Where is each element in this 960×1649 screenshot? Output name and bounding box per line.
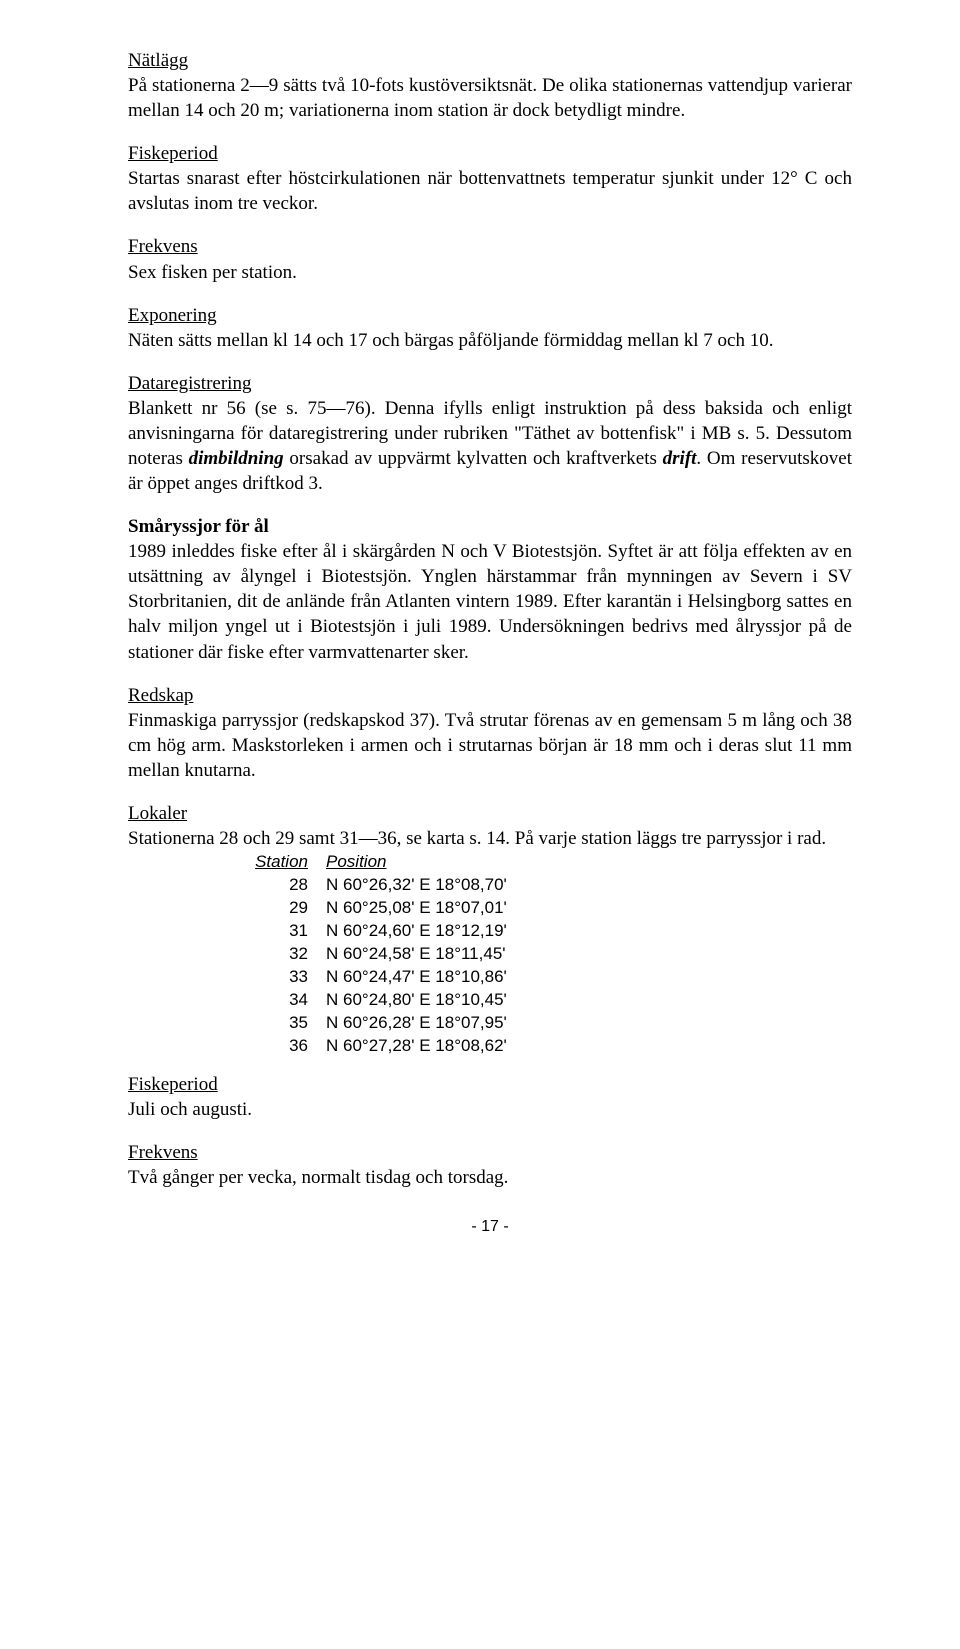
cell-station: 35: [218, 1012, 326, 1035]
section-frekvens-2: Frekvens Två gånger per vecka, normalt t…: [128, 1140, 852, 1190]
cell-station: 33: [218, 966, 326, 989]
body-smaryssjor: 1989 inleddes fiske efter ål i skärgårde…: [128, 541, 852, 662]
heading-lokaler: Lokaler: [128, 803, 187, 824]
body-frekvens-1: Sex fisken per station.: [128, 262, 297, 283]
cell-station: 28: [218, 874, 326, 897]
section-natlagg: Nätlägg På stationerna 2—9 sätts två 10-…: [128, 48, 852, 123]
cell-station: 29: [218, 897, 326, 920]
heading-frekvens-2: Frekvens: [128, 1142, 198, 1163]
section-exponering: Exponering Näten sätts mellan kl 14 och …: [128, 303, 852, 353]
cell-position: N 60°27,28' E 18°08,62': [326, 1035, 576, 1058]
body-dataregistrering-2: orsakad av uppvärmt kylvatten och kraftv…: [284, 448, 663, 469]
section-fiskeperiod-1: Fiskeperiod Startas snarast efter höstci…: [128, 141, 852, 216]
table-header-row: Station Position: [218, 851, 852, 874]
section-lokaler: Lokaler Stationerna 28 och 29 samt 31—36…: [128, 801, 852, 851]
table-row: 31N 60°24,60' E 18°12,19': [218, 920, 852, 943]
heading-frekvens-1: Frekvens: [128, 236, 198, 257]
body-fiskeperiod-2: Juli och augusti.: [128, 1099, 252, 1120]
heading-exponering: Exponering: [128, 305, 217, 326]
cell-position: N 60°24,58' E 18°11,45': [326, 943, 576, 966]
cell-position: N 60°24,47' E 18°10,86': [326, 966, 576, 989]
body-exponering: Näten sätts mellan kl 14 och 17 och bärg…: [128, 330, 773, 351]
heading-fiskeperiod-1: Fiskeperiod: [128, 143, 218, 164]
body-redskap: Finmaskiga parryssjor (redskapskod 37). …: [128, 710, 852, 781]
table-col-station: Station: [218, 851, 326, 874]
heading-redskap: Redskap: [128, 685, 193, 706]
heading-natlagg: Nätlägg: [128, 50, 188, 71]
table-row: 29N 60°25,08' E 18°07,01': [218, 897, 852, 920]
body-natlagg: På stationerna 2—9 sätts två 10-fots kus…: [128, 75, 852, 121]
body-lokaler: Stationerna 28 och 29 samt 31—36, se kar…: [128, 828, 826, 849]
section-fiskeperiod-2: Fiskeperiod Juli och augusti.: [128, 1072, 852, 1122]
heading-smaryssjor: Småryssjor för ål: [128, 516, 269, 537]
cell-position: N 60°26,28' E 18°07,95': [326, 1012, 576, 1035]
table-row: 32N 60°24,58' E 18°11,45': [218, 943, 852, 966]
cell-position: N 60°26,32' E 18°08,70': [326, 874, 576, 897]
body-frekvens-2: Två gånger per vecka, normalt tisdag och…: [128, 1167, 508, 1188]
document-page: Nätlägg På stationerna 2—9 sätts två 10-…: [0, 0, 960, 1649]
em-drift: drift: [663, 448, 697, 469]
table-row: 34N 60°24,80' E 18°10,45': [218, 989, 852, 1012]
em-dimbildning: dimbildning: [189, 448, 284, 469]
section-dataregistrering: Dataregistrering Blankett nr 56 (se s. 7…: [128, 371, 852, 496]
table-row: 33N 60°24,47' E 18°10,86': [218, 966, 852, 989]
section-frekvens-1: Frekvens Sex fisken per station.: [128, 234, 852, 284]
cell-station: 31: [218, 920, 326, 943]
heading-fiskeperiod-2: Fiskeperiod: [128, 1074, 218, 1095]
cell-station: 34: [218, 989, 326, 1012]
page-number: - 17 -: [128, 1218, 852, 1236]
cell-position: N 60°24,80' E 18°10,45': [326, 989, 576, 1012]
table-col-position: Position: [326, 851, 576, 874]
cell-position: N 60°25,08' E 18°07,01': [326, 897, 576, 920]
cell-station: 36: [218, 1035, 326, 1058]
section-redskap: Redskap Finmaskiga parryssjor (redskapsk…: [128, 683, 852, 783]
table-row: 35N 60°26,28' E 18°07,95': [218, 1012, 852, 1035]
section-smaryssjor: Småryssjor för ål 1989 inleddes fiske ef…: [128, 514, 852, 664]
table-row: 28N 60°26,32' E 18°08,70': [218, 874, 852, 897]
table-row: 36N 60°27,28' E 18°08,62': [218, 1035, 852, 1058]
heading-dataregistrering: Dataregistrering: [128, 373, 251, 394]
body-fiskeperiod-1: Startas snarast efter höstcirkulationen …: [128, 168, 852, 214]
cell-position: N 60°24,60' E 18°12,19': [326, 920, 576, 943]
cell-station: 32: [218, 943, 326, 966]
station-table: Station Position 28N 60°26,32' E 18°08,7…: [218, 851, 852, 1057]
